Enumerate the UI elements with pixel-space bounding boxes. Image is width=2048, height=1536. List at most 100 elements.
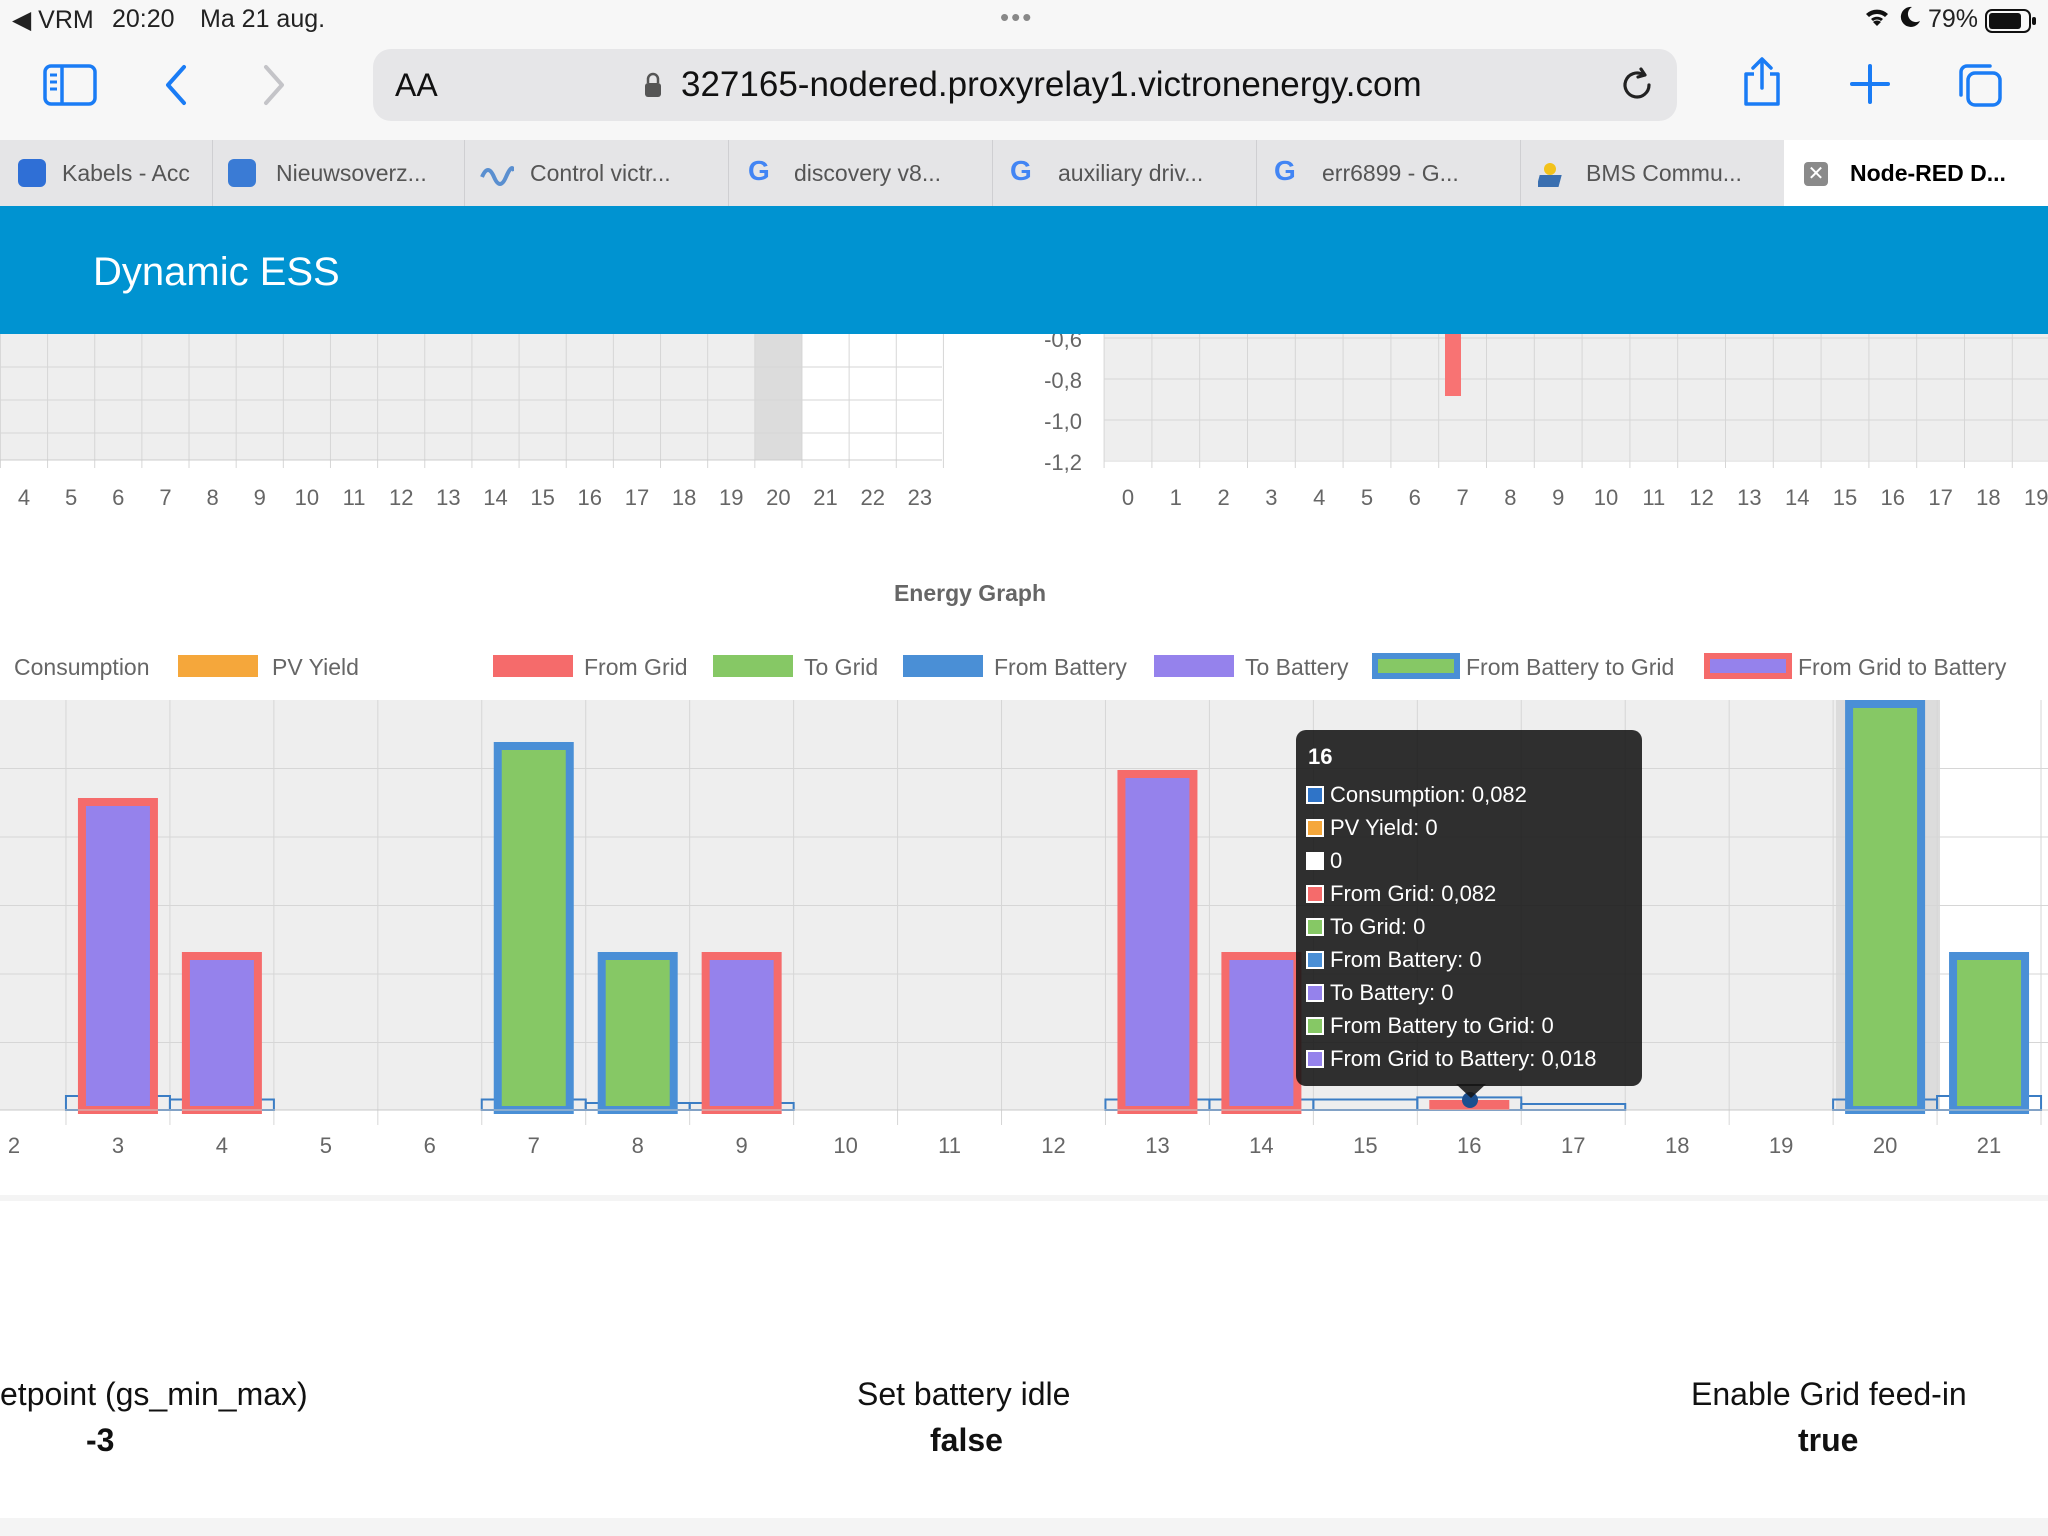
legend-label[interactable]: To Battery xyxy=(1245,654,1349,680)
tooltip-text: From Grid to Battery: 0,018 xyxy=(1330,1046,1597,1071)
future-area xyxy=(802,334,942,460)
tab-err6899[interactable]: G err6899 - G... xyxy=(1256,140,1521,206)
tab-auxiliary[interactable]: G auxiliary driv... xyxy=(992,140,1257,206)
tab-nieuwsoverzicht[interactable]: Nieuwsoverz... xyxy=(212,140,465,206)
x-tick-label: 0 xyxy=(1122,485,1134,510)
do-not-disturb-icon xyxy=(1898,4,1922,37)
tooltip-text: Consumption: 0,082 xyxy=(1330,782,1527,807)
x-tick-label: 4 xyxy=(1313,485,1325,510)
tooltip-text: From Grid: 0,082 xyxy=(1330,881,1497,906)
x-tick-labels: 2 3 4 5 6 7 8 9 10 11 12 13 14 15 16 17 18 19 20 21 xyxy=(8,1133,2001,1158)
reload-icon[interactable] xyxy=(1619,67,1655,108)
x-tick-label: 16 xyxy=(1457,1133,1481,1158)
tooltip-swatch xyxy=(1306,1017,1324,1035)
legend-swatch xyxy=(178,655,258,677)
battery-idle-value: false xyxy=(930,1422,1003,1458)
google-icon: G xyxy=(748,155,770,186)
x-tick-label: 10 xyxy=(833,1133,857,1158)
x-tick-label: 18 xyxy=(1976,485,2000,510)
tab-node-red[interactable]: ✕ Node-RED D... xyxy=(1784,140,2048,206)
x-tick-label: 17 xyxy=(625,485,649,510)
address-bar[interactable]: AA 327165-nodered.proxyrelay1.victronene… xyxy=(373,49,1677,121)
legend-label[interactable]: From Grid to Battery xyxy=(1798,654,2007,680)
page-title: Dynamic ESS xyxy=(93,250,340,294)
legend-label[interactable]: PV Yield xyxy=(272,654,359,680)
tab-strip: Kabels - Acc Nieuwsoverz... Control vict… xyxy=(0,140,2048,207)
x-tick-label: 8 xyxy=(632,1133,644,1158)
x-tick-label: 4 xyxy=(18,485,30,510)
bars xyxy=(64,700,2043,1114)
back-to-app-link[interactable]: ◀ VRM xyxy=(12,6,94,34)
x-tick-label: 6 xyxy=(424,1133,436,1158)
site-icon xyxy=(228,159,256,187)
from-battery-to-grid-bar[interactable] xyxy=(1949,952,2030,1114)
x-tick-label: 17 xyxy=(1928,485,1952,510)
x-tick-label: 3 xyxy=(1265,485,1277,510)
x-tick-label: 22 xyxy=(860,485,884,510)
from-grid-to-battery-bar[interactable] xyxy=(181,952,262,1114)
from-grid-to-battery-bar[interactable] xyxy=(77,798,158,1114)
x-tick-label: 7 xyxy=(528,1133,540,1158)
x-tick-label: 18 xyxy=(1665,1133,1689,1158)
section-divider xyxy=(0,1195,2048,1201)
grid-feed-in-value: true xyxy=(1798,1422,1859,1458)
legend-label[interactable]: To Grid xyxy=(804,654,878,680)
tabs-overview-icon[interactable] xyxy=(1955,60,2005,115)
tab-discovery[interactable]: G discovery v8... xyxy=(728,140,993,206)
sidebar-icon[interactable] xyxy=(42,62,98,113)
legend-swatch xyxy=(1154,655,1234,677)
from-battery-to-grid-bar[interactable] xyxy=(1845,700,1926,1114)
tab-control-victron[interactable]: Control victr... xyxy=(464,140,729,206)
from-grid-to-battery-bar[interactable] xyxy=(1221,952,1302,1114)
negative-bar xyxy=(1445,334,1461,396)
share-icon[interactable] xyxy=(1740,56,1784,113)
x-tick-label: 9 xyxy=(736,1133,748,1158)
legend-label[interactable]: Consumption xyxy=(14,654,150,680)
x-tick-label: 9 xyxy=(1552,485,1564,510)
from-battery-to-grid-bar[interactable] xyxy=(597,952,678,1114)
highlight-column xyxy=(755,334,802,460)
close-tab-icon[interactable]: ✕ xyxy=(1804,162,1828,186)
x-tick-label: 16 xyxy=(1881,485,1905,510)
tooltip-text: From Battery to Grid: 0 xyxy=(1330,1013,1554,1038)
google-icon: G xyxy=(1274,155,1296,186)
tooltip-caret xyxy=(1456,1084,1486,1098)
x-tick-label: 12 xyxy=(1689,485,1713,510)
x-tick-label: 6 xyxy=(112,485,124,510)
x-tick-label: 14 xyxy=(1785,485,1809,510)
url-text: 327165-nodered.proxyrelay1.victronenergy… xyxy=(681,65,1422,104)
x-tick-label: 20 xyxy=(1873,1133,1897,1158)
legend-label[interactable]: From Battery to Grid xyxy=(1466,654,1674,680)
forward-icon[interactable] xyxy=(256,62,292,113)
multitask-dots-icon[interactable]: ••• xyxy=(1000,2,1034,32)
x-tick-label: 8 xyxy=(1504,485,1516,510)
x-tick-label: 6 xyxy=(1409,485,1421,510)
battery-percentage: 79% xyxy=(1928,5,1979,33)
from-grid-to-battery-bar[interactable] xyxy=(1117,770,1198,1114)
x-tick-label: 9 xyxy=(254,485,266,510)
x-tick-label: 15 xyxy=(1353,1133,1377,1158)
x-tick-label: 5 xyxy=(1361,485,1373,510)
solar-icon xyxy=(1536,159,1566,187)
status-time: 20:20 xyxy=(112,5,175,33)
legend-label[interactable]: From Grid xyxy=(584,654,688,680)
back-icon[interactable] xyxy=(158,62,194,113)
x-tick-label: 21 xyxy=(813,485,837,510)
from-grid-to-battery-bar[interactable] xyxy=(701,952,782,1114)
x-tick-label: 7 xyxy=(1456,485,1468,510)
legend-swatch xyxy=(493,655,573,677)
tooltip-swatch xyxy=(1306,1050,1324,1068)
legend-swatch-inner xyxy=(1710,659,1786,673)
legend-label[interactable]: From Battery xyxy=(994,654,1127,680)
tooltip-text: 0 xyxy=(1330,848,1343,873)
chart-tooltip: 16 Consumption: 0,082 PV Yield: 0 0 From Gr… xyxy=(1296,730,1642,1086)
tab-bms-commu[interactable]: BMS Commu... xyxy=(1520,140,1785,206)
top-left-chart: 4 5 6 7 8 9 10 11 12 13 14 15 16 17 18 19 20 21 22 23 xyxy=(0,334,944,510)
x-tick-label: 3 xyxy=(112,1133,124,1158)
from-battery-to-grid-bar[interactable] xyxy=(493,742,574,1114)
reader-settings-button[interactable]: AA xyxy=(395,67,438,103)
new-tab-icon[interactable] xyxy=(1848,62,1892,111)
x-tick-label: 12 xyxy=(1041,1133,1065,1158)
grid-lines xyxy=(1103,334,2048,468)
tab-kabels[interactable]: Kabels - Acc xyxy=(0,140,213,206)
